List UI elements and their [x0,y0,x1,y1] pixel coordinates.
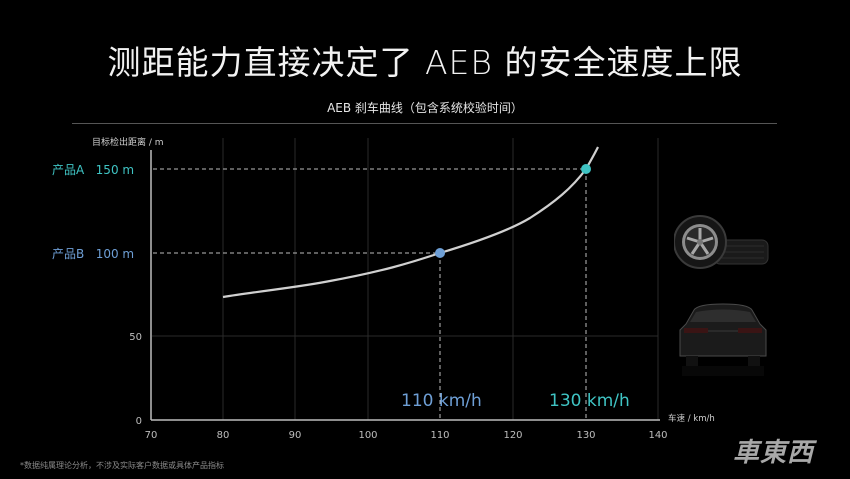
divider [72,123,777,124]
svg-text:140: 140 [648,430,667,441]
svg-text:80: 80 [217,430,230,441]
grid-lines [152,138,659,420]
product-b-annotation: 产品B 100 m [52,245,134,262]
product-a-marker [581,164,591,174]
svg-text:50: 50 [129,332,142,343]
footnote: *数据纯属理论分析，不涉及实际客户数据或具体产品指标 [20,461,224,470]
svg-text:70: 70 [145,430,158,441]
product-b-speed: 110 km/h [401,391,482,411]
svg-text:90: 90 [289,430,302,441]
product-a-distance: 150 m [95,163,135,177]
car-rear-icon [679,303,767,376]
watermark-logo: 車東西 [733,438,815,468]
product-a-annotation: 产品A 150 m [52,161,134,178]
x-tick-labels: 70 80 90 100 110 120 130 140 [145,430,668,441]
svg-text:120: 120 [503,430,522,441]
chart-subtitle: AEB 刹车曲线（包含系统校验时间） [327,101,523,115]
svg-text:100: 100 [358,430,377,441]
slide-title: 测距能力直接决定了 AEB 的安全速度上限 [107,43,743,82]
svg-text:130: 130 [576,430,595,441]
product-b-marker [435,248,445,258]
y-tick-labels: 50 0 [129,332,142,427]
tire-icon [674,215,769,269]
svg-text:110: 110 [430,430,449,441]
product-a-speed: 130 km/h [549,391,630,411]
x-axis-label: 车速 / km/h [668,414,715,424]
svg-text:0: 0 [136,416,142,427]
product-b-distance: 100 m [95,247,135,261]
product-a-label: 产品A [52,163,85,177]
guide-lines [153,168,587,420]
product-b-label: 产品B [52,247,85,261]
y-axis-label: 目标检出距离 / m [92,138,164,148]
